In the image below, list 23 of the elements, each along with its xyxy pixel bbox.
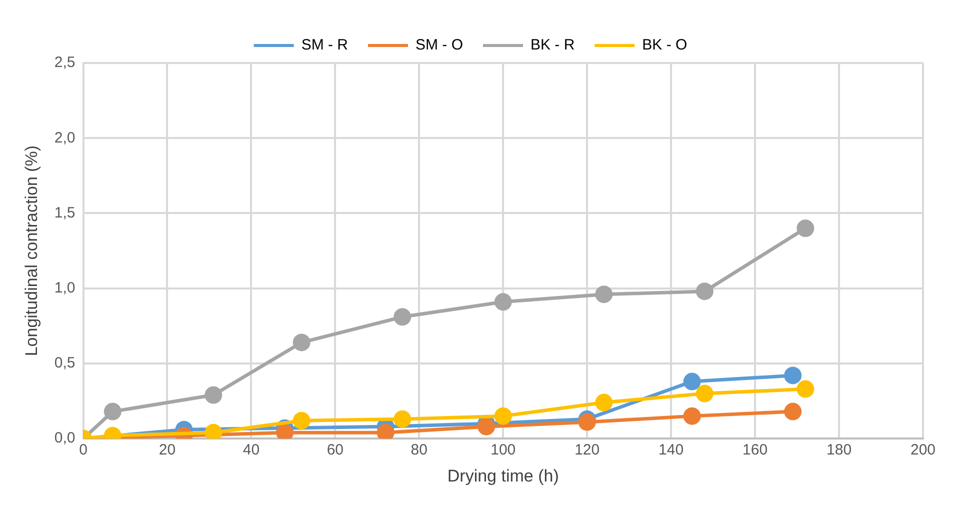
x-tick-label: 20 bbox=[158, 442, 176, 459]
x-tick-label: 100 bbox=[490, 442, 516, 459]
legend-label: SM - R bbox=[301, 36, 348, 54]
y-tick-label: 2,0 bbox=[54, 129, 76, 146]
legend-label: BK - O bbox=[642, 36, 688, 54]
x-tick-label: 80 bbox=[410, 442, 428, 459]
y-axis-title: Longitudinal contraction (%) bbox=[22, 145, 41, 356]
x-tick-label: 0 bbox=[79, 442, 88, 459]
y-tick-label: 1,0 bbox=[54, 280, 76, 296]
x-axis-title: Drying time (h) bbox=[447, 466, 559, 486]
x-tick-label: 120 bbox=[574, 442, 600, 459]
legend-label: BK - R bbox=[530, 36, 575, 54]
x-tick-label: 180 bbox=[826, 442, 852, 459]
y-tick-label: 0,5 bbox=[54, 354, 76, 372]
y-tick-label: 1,5 bbox=[54, 204, 76, 222]
x-tick-label: 200 bbox=[910, 442, 936, 459]
y-tick-label: 0,0 bbox=[54, 430, 76, 447]
y-tick-label: 2,5 bbox=[54, 54, 76, 72]
legend-label: SM - O bbox=[415, 36, 463, 54]
x-tick-label: 160 bbox=[742, 442, 768, 459]
x-tick-label: 60 bbox=[326, 442, 344, 459]
x-tick-label: 140 bbox=[658, 442, 684, 459]
x-tick-label: 40 bbox=[242, 442, 260, 459]
